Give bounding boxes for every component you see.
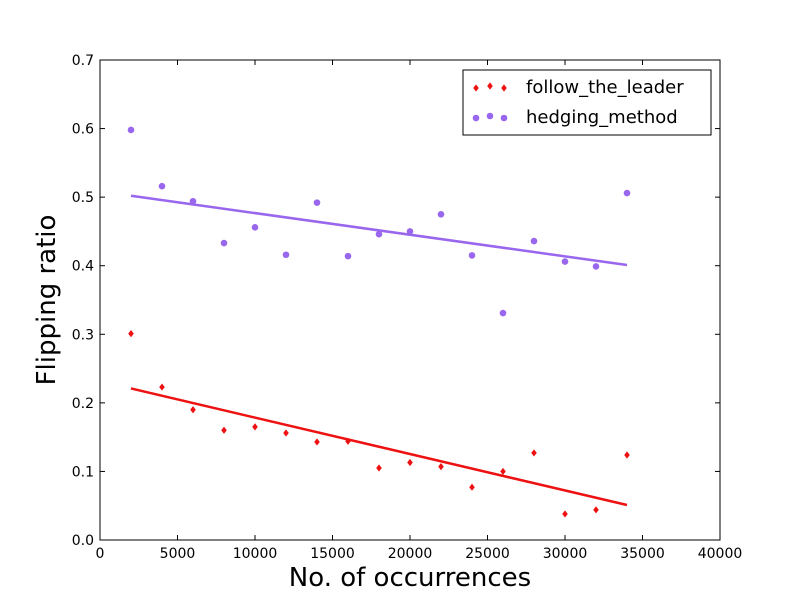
data-point-hedging-method xyxy=(530,237,538,245)
legend-label-follow-the-leader: follow_the_leader xyxy=(526,77,684,98)
trend-line-follow-the-leader xyxy=(130,387,628,507)
y-tick-label: 0.2 xyxy=(72,396,94,412)
data-point-hedging-method xyxy=(592,263,600,270)
data-point-follow-the-leader xyxy=(593,506,599,514)
data-point-follow-the-leader xyxy=(283,429,289,437)
data-point-follow-the-leader xyxy=(128,330,134,338)
legend-marker-hedging-method xyxy=(500,114,508,122)
legend-markers xyxy=(472,82,508,122)
data-point-hedging-method xyxy=(344,252,352,260)
legend: follow_the_leader hedging_method xyxy=(462,69,712,136)
y-tick-label: 0.1 xyxy=(72,464,94,480)
data-point-follow-the-leader xyxy=(531,449,537,457)
y-tick-label: 0.4 xyxy=(72,259,94,275)
x-tick-label: 5000 xyxy=(160,546,196,562)
y-tick-label: 0.7 xyxy=(72,53,94,69)
data-point-follow-the-leader xyxy=(159,383,165,391)
data-point-hedging-method xyxy=(375,230,383,238)
legend-box xyxy=(462,69,712,136)
data-point-hedging-method xyxy=(623,189,631,197)
data-point-hedging-method xyxy=(158,182,166,190)
data-point-follow-the-leader xyxy=(407,458,413,467)
legend-marker-follow-the-leader xyxy=(473,84,479,92)
data-point-follow-the-leader xyxy=(500,467,506,476)
data-point-follow-the-leader xyxy=(345,437,351,445)
x-axis-label: No. of occurrences xyxy=(289,563,531,593)
legend-marker-follow-the-leader xyxy=(501,84,507,92)
x-tick-label: 10000 xyxy=(233,546,278,562)
y-axis-label: Flipping ratio xyxy=(32,215,62,386)
plot-layer xyxy=(127,126,631,518)
data-point-hedging-method xyxy=(282,251,290,259)
x-tick-label: 40000 xyxy=(698,546,743,562)
y-tick-label: 0.3 xyxy=(72,327,94,343)
y-tick-label: 0.6 xyxy=(72,122,94,138)
x-tick-label: 30000 xyxy=(543,546,588,562)
data-point-follow-the-leader xyxy=(624,451,630,459)
data-point-follow-the-leader xyxy=(252,423,258,431)
data-point-follow-the-leader xyxy=(376,464,382,472)
y-tick-label: 0.5 xyxy=(72,190,94,206)
data-point-follow-the-leader xyxy=(562,510,568,518)
x-tick-label: 25000 xyxy=(465,546,510,562)
x-tick-label: 20000 xyxy=(388,546,433,562)
tick-layer: 0 5000 10000 15000 20000 25000 30000 35000 40000… xyxy=(72,53,743,562)
data-point-hedging-method xyxy=(220,239,228,247)
legend-label-hedging-method: hedging_method xyxy=(526,107,678,128)
data-point-hedging-method xyxy=(189,197,197,205)
data-point-follow-the-leader xyxy=(438,463,444,471)
x-tick-label: 0 xyxy=(96,546,105,562)
data-point-hedging-method xyxy=(499,309,507,317)
data-point-hedging-method xyxy=(127,126,135,134)
data-point-follow-the-leader xyxy=(221,426,227,434)
legend-marker-hedging-method xyxy=(486,112,494,120)
data-point-hedging-method xyxy=(406,228,414,235)
legend-marker-hedging-method xyxy=(472,114,480,122)
data-point-follow-the-leader xyxy=(314,438,320,446)
data-point-hedging-method xyxy=(313,199,321,206)
legend-marker-follow-the-leader xyxy=(487,82,493,90)
data-point-follow-the-leader xyxy=(190,406,196,414)
data-point-hedging-method xyxy=(437,210,445,218)
x-tick-label: 15000 xyxy=(310,546,355,562)
data-point-follow-the-leader xyxy=(469,483,475,491)
data-point-hedging-method xyxy=(561,258,569,265)
trend-line-hedging-method xyxy=(130,194,628,267)
data-point-hedging-method xyxy=(468,252,476,259)
x-tick-label: 35000 xyxy=(620,546,665,562)
data-point-hedging-method xyxy=(251,224,259,231)
y-tick-label: 0.0 xyxy=(72,533,94,549)
